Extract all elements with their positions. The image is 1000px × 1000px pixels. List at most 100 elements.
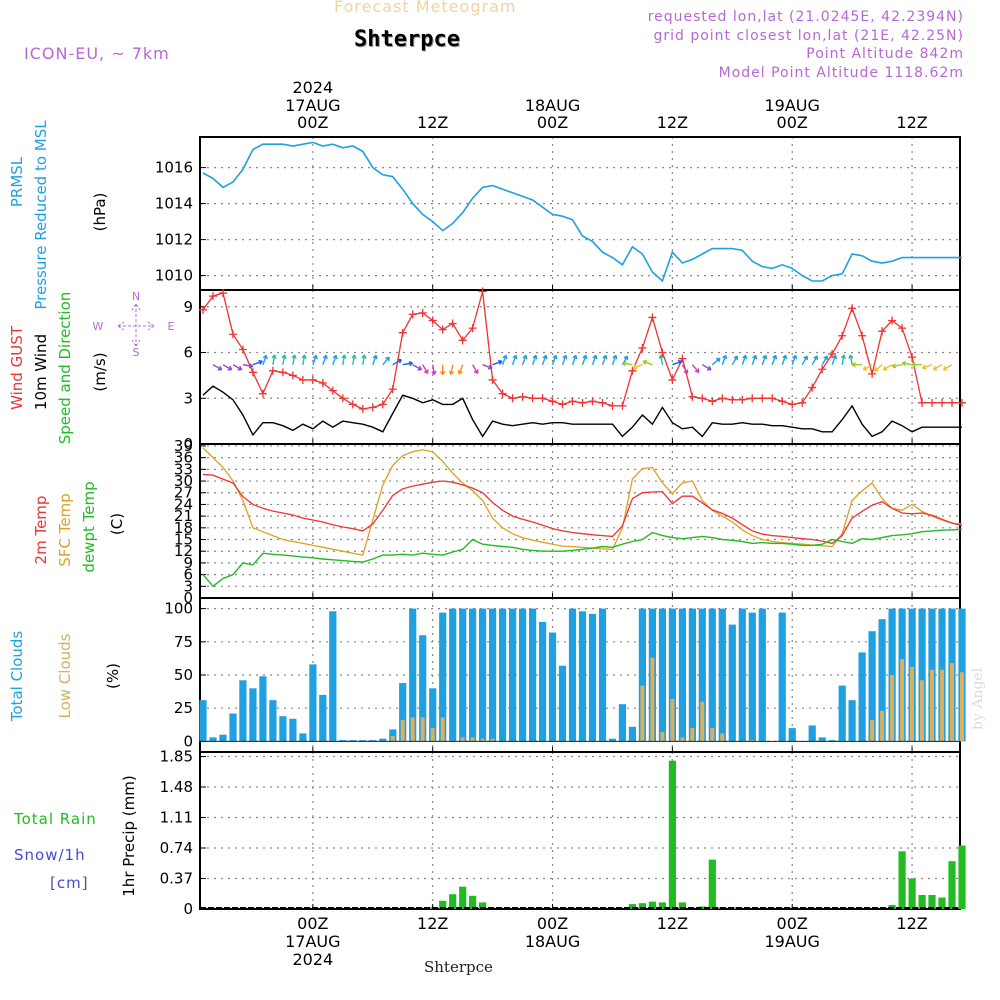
- wind-direction-arrow: [681, 364, 689, 375]
- snow-legend-unit: [cm]: [50, 874, 89, 892]
- total-cloud-bar: [499, 608, 507, 742]
- total-cloud-bar: [668, 608, 676, 742]
- low-cloud-bar: [930, 669, 934, 742]
- gust-marker: [308, 375, 317, 384]
- gust-marker: [748, 394, 757, 403]
- total-cloud-bar: [608, 738, 617, 742]
- total-cloud-bar: [319, 694, 327, 742]
- wind-direction-arrow: [711, 357, 721, 366]
- rain-bar: [449, 894, 457, 909]
- total-cloud-bar: [429, 688, 437, 742]
- total-cloud-bar: [479, 608, 487, 742]
- total-cloud-bar: [638, 608, 646, 742]
- gust-marker: [648, 313, 657, 322]
- wind-direction-arrow: [761, 354, 768, 365]
- gust-marker: [778, 397, 787, 406]
- wind-direction-arrow: [741, 354, 748, 365]
- total-cloud-bar: [289, 718, 297, 742]
- gust-marker: [808, 383, 817, 392]
- bottom-day-label: 17AUG: [285, 932, 340, 951]
- wind-direction-arrow: [312, 354, 318, 365]
- top-day-label: 18AUG: [525, 96, 580, 115]
- rain-bar: [888, 904, 896, 909]
- wind-direction-arrow: [372, 354, 378, 365]
- total-cloud-bar: [698, 608, 706, 742]
- total-cloud-bar: [389, 729, 397, 742]
- total-cloud-bar: [618, 704, 626, 742]
- wind-direction-arrow: [431, 364, 437, 376]
- ytick-label: 100: [164, 600, 193, 618]
- gust-marker: [638, 343, 647, 352]
- gust-marker: [248, 368, 257, 377]
- total-cloud-bar: [828, 740, 836, 742]
- gust-marker: [258, 389, 267, 398]
- gust-marker: [408, 310, 417, 319]
- wind-direction-arrow: [840, 354, 846, 365]
- total-cloud-bar: [209, 737, 217, 742]
- total-cloud-bar: [858, 652, 866, 742]
- top-hour-label: 00Z: [297, 113, 328, 132]
- top-day-label: 19AUG: [765, 96, 820, 115]
- ytick-label: 18: [174, 519, 193, 537]
- total-cloud-bar: [718, 608, 726, 742]
- top-hour-label: 12Z: [896, 113, 927, 132]
- gust-marker: [468, 324, 477, 333]
- low-cloud-bar: [940, 669, 944, 742]
- ytick-label: 24: [174, 495, 193, 513]
- total-cloud-bar: [748, 612, 756, 742]
- gust-ylabel: Wind GUST: [8, 325, 26, 410]
- dew-ylabel: dewpt Temp: [80, 481, 98, 572]
- ytick-label: 1.48: [160, 778, 193, 796]
- gust-marker: [328, 386, 337, 395]
- ytick-label: 1010: [155, 267, 193, 285]
- gust-marker: [698, 394, 707, 403]
- total-cloud-bar: [259, 676, 267, 742]
- ytick-label: 0: [183, 732, 193, 750]
- gust-marker: [578, 398, 587, 407]
- low-cloud-bar: [720, 733, 725, 742]
- low-cloud-bar: [440, 717, 445, 742]
- low-cloud-bar: [650, 657, 655, 742]
- wind-direction-arrow: [262, 354, 268, 365]
- gust-marker: [758, 394, 767, 403]
- total-cloud-bar: [578, 611, 587, 742]
- wind-direction-arrow: [601, 354, 608, 365]
- total-cloud-bar: [688, 608, 696, 742]
- total-clouds-ylabel: Total Clouds: [8, 631, 26, 723]
- rain-bar: [479, 902, 487, 909]
- t2m-ylabel: 2m Temp: [32, 496, 50, 565]
- wind-direction-arrow: [511, 354, 518, 365]
- wind-direction-arrow: [581, 354, 588, 365]
- total-cloud-bar: [658, 608, 666, 742]
- wind-direction-arrow: [482, 364, 493, 370]
- bottom-hour-label: 12Z: [896, 914, 927, 933]
- total-cloud-bar: [808, 725, 816, 742]
- low-cloud-bar: [960, 672, 964, 742]
- total-cloud-bar: [329, 611, 337, 742]
- ytick-label: 1.85: [160, 748, 193, 766]
- wind-direction-arrow: [457, 364, 464, 375]
- low-cloud-bar: [480, 738, 485, 742]
- total-cloud-bar: [548, 632, 557, 742]
- grid-point-coords: grid point closest lon,lat (21E, 42.25N): [653, 28, 964, 44]
- gust-marker: [658, 348, 667, 357]
- wind-direction-arrow: [521, 354, 528, 365]
- low-cloud-bar: [750, 740, 755, 742]
- gust-marker: [848, 304, 857, 313]
- total-cloud-bar: [558, 665, 567, 742]
- footer-location: Shterpce: [424, 958, 493, 976]
- gust-marker: [888, 316, 897, 325]
- rain-bar: [908, 878, 916, 909]
- low-cloud-bar: [710, 728, 715, 742]
- wind-direction-arrow: [422, 364, 429, 375]
- gust-marker: [508, 394, 517, 403]
- gust-marker: [498, 389, 507, 398]
- precip-ylabel: 1hr Precip (mm): [120, 775, 138, 896]
- wind-direction-arrow: [291, 354, 297, 365]
- total-cloud-bar: [848, 700, 856, 742]
- rain-bar: [658, 902, 666, 909]
- total-cloud-bar: [918, 608, 926, 742]
- gust-marker: [538, 394, 547, 403]
- gust-marker: [518, 392, 527, 401]
